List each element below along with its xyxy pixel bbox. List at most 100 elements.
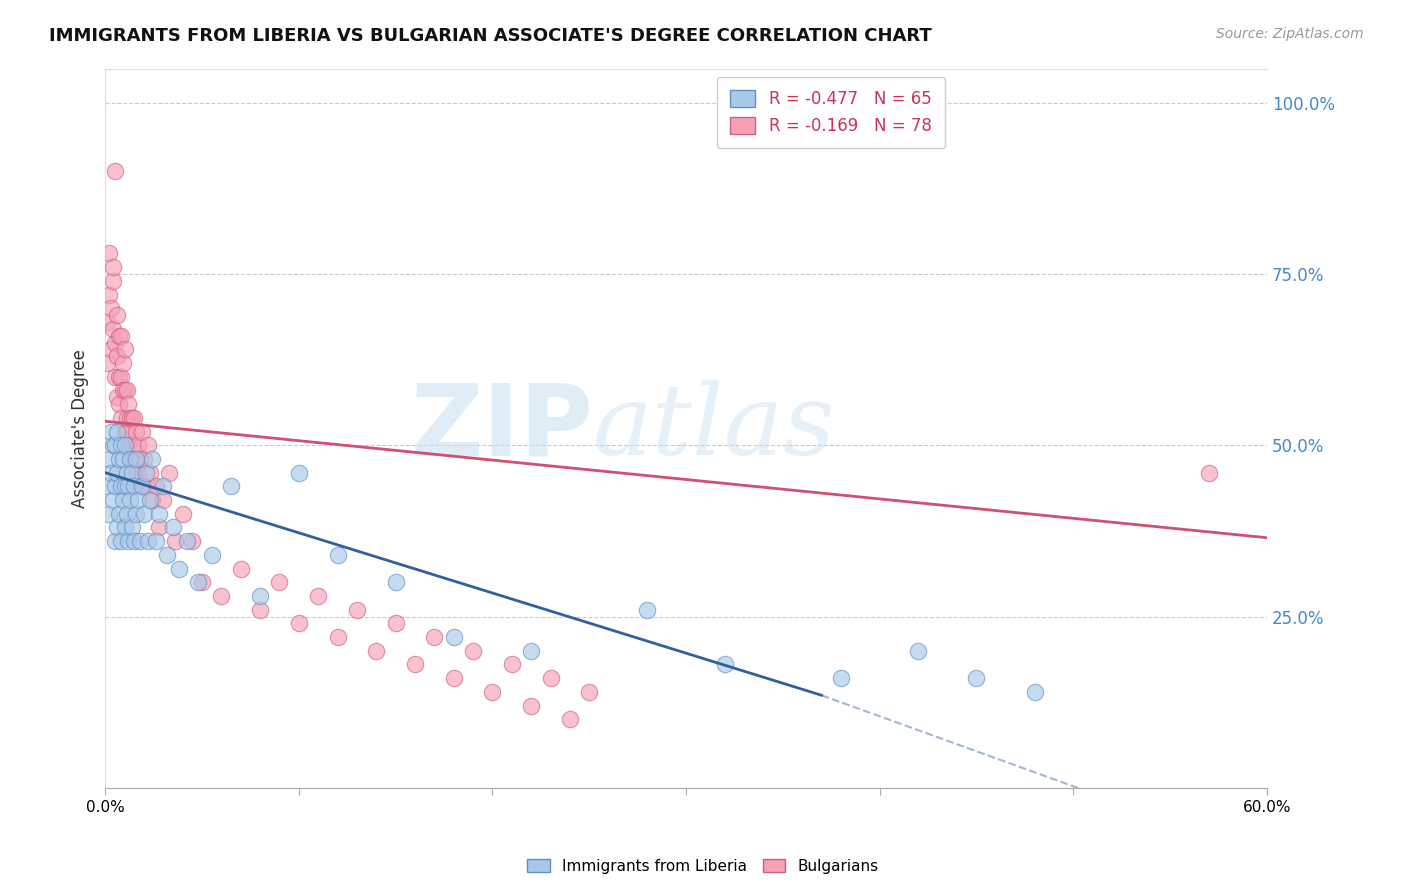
- Point: [105, 308, 128, 322]
- Point: [152, 479, 174, 493]
- Point: [481, 685, 503, 699]
- Point: [520, 644, 543, 658]
- Point: [104, 164, 127, 178]
- Point: [107, 507, 129, 521]
- Point: [132, 452, 155, 467]
- Point: [96, 356, 118, 370]
- Text: Source: ZipAtlas.com: Source: ZipAtlas.com: [1216, 27, 1364, 41]
- Point: [288, 466, 311, 480]
- Point: [117, 479, 139, 493]
- Point: [127, 466, 149, 480]
- Point: [105, 390, 128, 404]
- Point: [191, 575, 214, 590]
- Point: [156, 548, 179, 562]
- Point: [101, 322, 124, 336]
- Point: [136, 534, 159, 549]
- Point: [114, 520, 136, 534]
- Point: [176, 534, 198, 549]
- Point: [129, 534, 152, 549]
- Point: [98, 507, 121, 521]
- Text: atlas: atlas: [593, 381, 837, 475]
- Point: [201, 548, 224, 562]
- Point: [114, 425, 136, 439]
- Point: [578, 685, 600, 699]
- Point: [115, 507, 138, 521]
- Point: [98, 452, 121, 467]
- Point: [110, 479, 132, 493]
- Point: [100, 301, 122, 316]
- Point: [110, 410, 132, 425]
- Point: [122, 479, 145, 493]
- Point: [219, 479, 242, 493]
- Point: [100, 466, 122, 480]
- Point: [1024, 685, 1046, 699]
- Point: [141, 452, 163, 467]
- Point: [120, 452, 142, 467]
- Point: [520, 698, 543, 713]
- Point: [100, 425, 122, 439]
- Point: [96, 315, 118, 329]
- Point: [346, 602, 368, 616]
- Point: [249, 589, 271, 603]
- Point: [104, 369, 127, 384]
- Point: [187, 575, 209, 590]
- Point: [907, 644, 929, 658]
- Point: [117, 397, 139, 411]
- Point: [423, 630, 446, 644]
- Point: [101, 438, 124, 452]
- Point: [111, 384, 134, 398]
- Point: [96, 479, 118, 493]
- Point: [110, 438, 132, 452]
- Point: [145, 479, 167, 493]
- Point: [117, 438, 139, 452]
- Point: [540, 671, 562, 685]
- Point: [105, 425, 128, 439]
- Point: [105, 349, 128, 363]
- Point: [558, 712, 581, 726]
- Point: [105, 466, 128, 480]
- Point: [101, 493, 124, 508]
- Point: [104, 335, 127, 350]
- Point: [125, 507, 148, 521]
- Point: [107, 369, 129, 384]
- Point: [114, 343, 136, 357]
- Point: [125, 425, 148, 439]
- Point: [100, 343, 122, 357]
- Point: [135, 479, 157, 493]
- Point: [830, 671, 852, 685]
- Point: [152, 493, 174, 508]
- Point: [127, 493, 149, 508]
- Point: [107, 397, 129, 411]
- Point: [110, 369, 132, 384]
- Point: [115, 425, 138, 439]
- Text: IMMIGRANTS FROM LIBERIA VS BULGARIAN ASSOCIATE'S DEGREE CORRELATION CHART: IMMIGRANTS FROM LIBERIA VS BULGARIAN ASS…: [49, 27, 932, 45]
- Point: [111, 452, 134, 467]
- Point: [172, 507, 194, 521]
- Point: [125, 466, 148, 480]
- Point: [120, 493, 142, 508]
- Text: ZIP: ZIP: [411, 380, 593, 476]
- Point: [115, 466, 138, 480]
- Point: [105, 520, 128, 534]
- Point: [111, 356, 134, 370]
- Point: [122, 410, 145, 425]
- Point: [404, 657, 426, 672]
- Point: [148, 507, 170, 521]
- Point: [127, 438, 149, 452]
- Point: [443, 630, 465, 644]
- Point: [209, 589, 232, 603]
- Point: [136, 438, 159, 452]
- Point: [163, 534, 186, 549]
- Point: [125, 452, 148, 467]
- Point: [107, 328, 129, 343]
- Point: [139, 493, 162, 508]
- Point: [114, 438, 136, 452]
- Point: [110, 534, 132, 549]
- Point: [129, 452, 152, 467]
- Point: [115, 410, 138, 425]
- Point: [162, 520, 184, 534]
- Point: [167, 561, 190, 575]
- Legend: Immigrants from Liberia, Bulgarians: Immigrants from Liberia, Bulgarians: [522, 853, 884, 880]
- Point: [131, 479, 153, 493]
- Point: [326, 548, 349, 562]
